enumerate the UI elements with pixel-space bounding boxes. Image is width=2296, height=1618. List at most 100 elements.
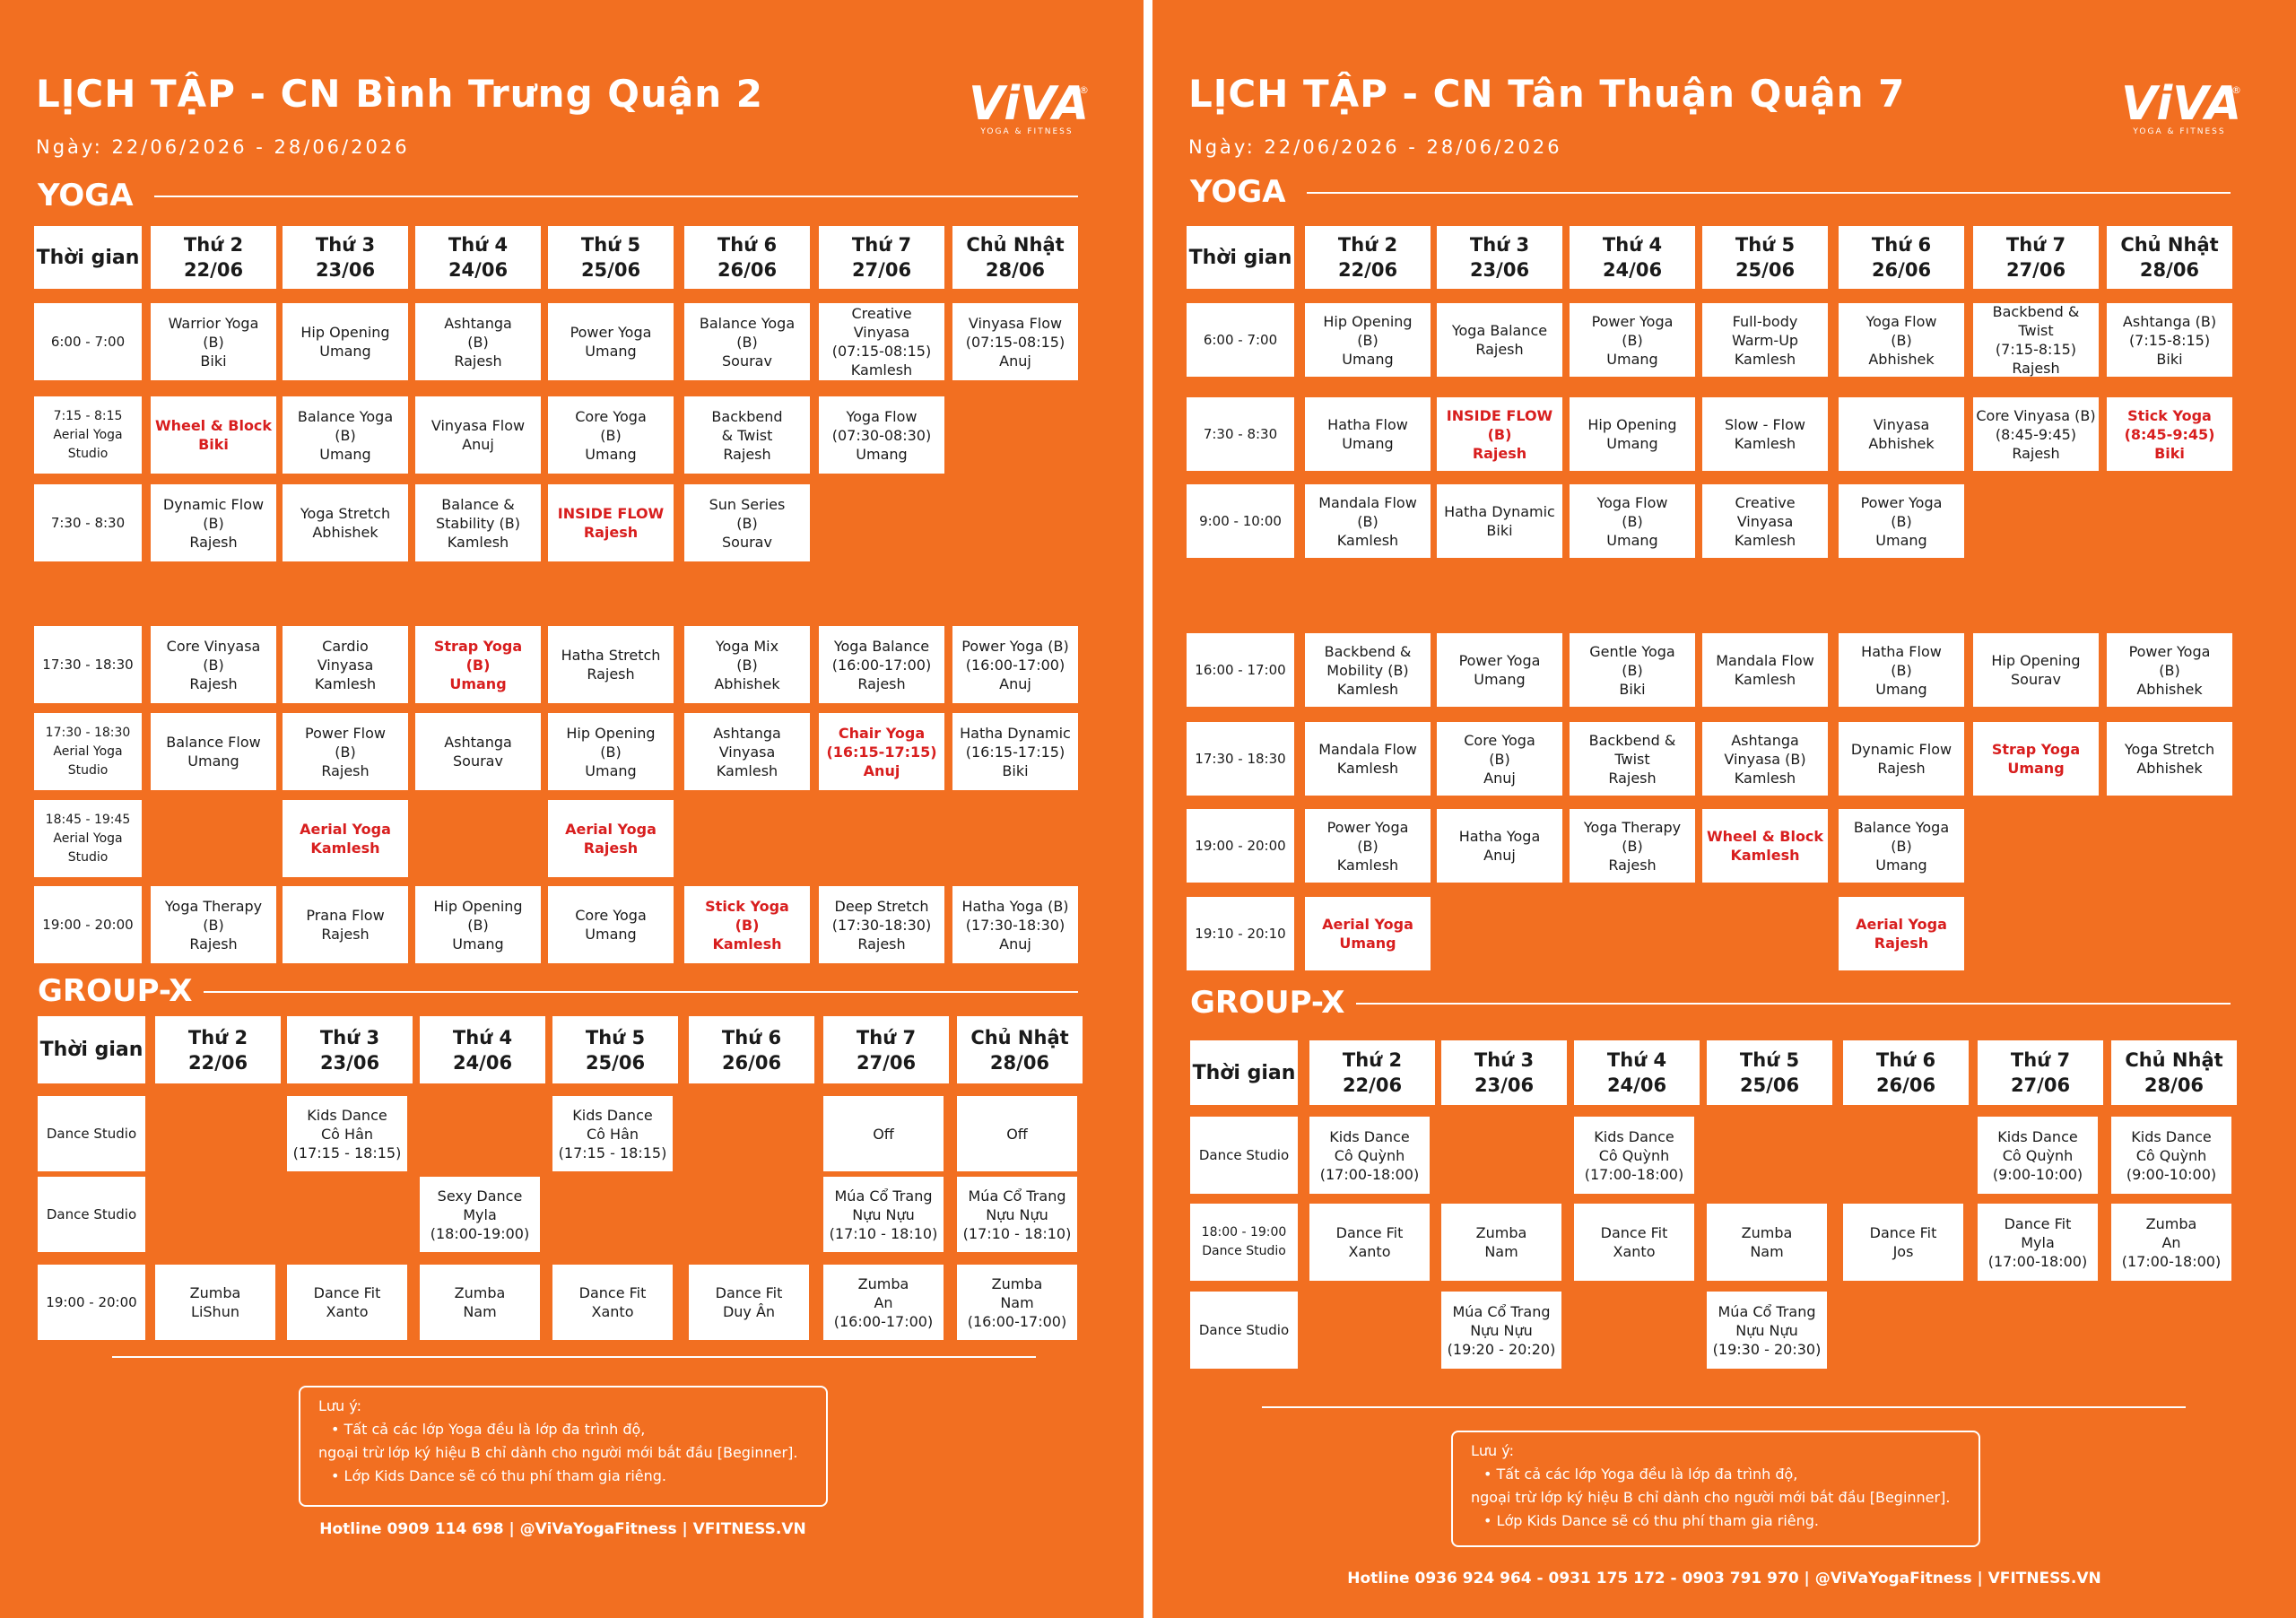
class-cell: Hip Opening Umang <box>1570 397 1695 471</box>
class-cell: Kids Dance Cô Hân (17:15 - 18:15) <box>552 1096 673 1171</box>
day-header: Thứ 2 22/06 <box>151 226 276 289</box>
class-cell-text: Ashtanga Vinyasa Kamlesh <box>713 724 781 779</box>
page-title: LỊCH TẬP - CN Tân Thuận Quận 7 <box>1188 72 1906 116</box>
class-cell: Power Flow (B) Rajesh <box>283 713 408 790</box>
class-cell: Sexy Dance Myla (18:00-19:00) <box>420 1177 540 1252</box>
class-cell: Backbend & Twist (7:15-8:15) Rajesh <box>1973 303 2099 377</box>
yoga-section-heading: YOGA <box>38 178 1078 213</box>
class-cell: Slow - Flow Kamlesh <box>1702 397 1828 471</box>
yoga-section-heading: YOGA <box>1190 174 2231 210</box>
class-cell: Strap Yoga (B) Umang <box>415 626 541 703</box>
note-line: ngoại trừ lớp ký hiệu B chỉ dành cho ngư… <box>1471 1489 1951 1506</box>
schedule-page-binh-trung: LỊCH TẬP - CN Bình Trưng Quận 2 Ngày: 22/… <box>0 0 1144 1618</box>
time-header: Thời gian <box>1187 226 1294 289</box>
class-cell: Dance Fit Duy Ân <box>689 1265 809 1340</box>
class-cell: Sun Series (B) Sourav <box>684 484 810 561</box>
class-cell: Core Yoga (B) Umang <box>548 396 674 474</box>
note-line: • Tất cả các lớp Yoga đều là lớp đa trìn… <box>1483 1466 1798 1483</box>
class-cell: Core Vinyasa (B) Rajesh <box>151 626 276 703</box>
time-slot: Dance Studio <box>38 1177 145 1252</box>
groupx-section-heading: GROUP-X <box>1190 985 2231 1021</box>
class-cell: Power Yoga (B) Umang <box>1839 484 1964 558</box>
class-cell-text: Backbend & Twist (7:15-8:15) Rajesh <box>1992 303 2080 377</box>
time-slot-text: 9:00 - 10:00 <box>1199 512 1282 529</box>
time-slot-text: 17:30 - 18:30 Aerial Yoga Studio <box>45 725 131 778</box>
class-cell-text: Strap Yoga Umang <box>1991 741 2081 777</box>
class-cell: Chair Yoga (16:15-17:15) Anuj <box>819 713 944 790</box>
class-cell-text: Warrior Yoga (B) Biki <box>168 314 259 370</box>
day-header: Chủ Nhật 28/06 <box>957 1016 1083 1083</box>
class-cell-text: Gentle Yoga (B) Biki <box>1589 642 1675 698</box>
class-cell-text: Aerial Yoga Umang <box>1322 916 1413 952</box>
class-cell-text: Stick Yoga (B) Kamlesh <box>705 897 789 953</box>
class-cell-text: Yoga Stretch Abhishek <box>300 505 391 541</box>
class-cell: Balance Yoga (B) Umang <box>283 396 408 474</box>
class-cell: Hatha Flow Umang <box>1305 397 1431 471</box>
class-cell: Yoga Therapy (B) Rajesh <box>1570 809 1695 883</box>
logo-text: ViVA <box>2121 77 2242 131</box>
time-slot: Dance Studio <box>1190 1292 1298 1369</box>
class-cell-text: Balance Yoga (B) Umang <box>297 407 394 463</box>
class-cell: INSIDE FLOW Rajesh <box>548 484 674 561</box>
time-slot: 19:00 - 20:00 <box>38 1265 145 1340</box>
class-cell-text: Yoga Mix (B) Abhishek <box>714 637 780 692</box>
class-cell: Core Vinyasa (B) (8:45-9:45) Rajesh <box>1973 397 2099 471</box>
divider-line <box>154 196 1078 197</box>
day-header: Thứ 6 26/06 <box>1839 226 1964 289</box>
class-cell: Ashtanga (B) Rajesh <box>415 303 541 380</box>
class-cell: Múa Cổ Trang Nựu Nựu (19:30 - 20:30) <box>1707 1292 1827 1369</box>
class-cell-text: Dynamic Flow (B) Rajesh <box>162 495 265 551</box>
class-cell-text: Strap Yoga (B) Umang <box>433 637 523 692</box>
time-header-text: Thời gian <box>1188 246 1292 269</box>
class-cell: Hatha Stretch Rajesh <box>548 626 674 703</box>
class-cell: Hip Opening (B) Umang <box>548 713 674 790</box>
time-slot: 9:00 - 10:00 <box>1187 484 1294 558</box>
class-cell-text: Yoga Balance Rajesh <box>1451 322 1548 358</box>
day-header: Thứ 2 22/06 <box>1309 1040 1435 1105</box>
day-header-text: Thứ 5 25/06 <box>580 234 641 281</box>
time-slot-text: 6:00 - 7:00 <box>1203 331 1278 348</box>
class-cell-text: Hatha Flow (B) Umang <box>1861 642 1942 698</box>
class-cell: Stick Yoga (8:45-9:45) Biki <box>2107 397 2232 471</box>
class-cell-text: Sun Series (B) Sourav <box>709 495 786 551</box>
class-cell: Zumba Nam (16:00-17:00) <box>957 1265 1077 1340</box>
day-header-text: Chủ Nhật 28/06 <box>970 1026 1069 1074</box>
class-cell: Dance Fit Xanto <box>1309 1204 1430 1281</box>
day-header: Chủ Nhật 28/06 <box>952 226 1078 289</box>
class-cell: Kids Dance Cô Quỳnh (9:00-10:00) <box>2111 1117 2231 1194</box>
class-cell-text: Zumba Nam <box>1741 1224 1793 1260</box>
class-cell-text: Zumba Nam <box>1475 1224 1527 1260</box>
class-cell-text: Power Yoga (B) Kamlesh <box>1326 818 1409 874</box>
class-cell: Aerial Yoga Umang <box>1305 897 1431 970</box>
class-cell: Full-body Warm-Up Kamlesh <box>1702 303 1828 377</box>
day-header-text: Thứ 7 27/06 <box>851 234 912 281</box>
time-slot-text: 7:30 - 8:30 <box>1203 425 1278 442</box>
class-cell: Dynamic Flow (B) Rajesh <box>151 484 276 561</box>
class-cell: Core Yoga Umang <box>548 886 674 963</box>
day-header-text: Thứ 3 23/06 <box>1469 234 1530 281</box>
class-cell: Dance Fit Xanto <box>552 1265 673 1340</box>
class-cell-text: Hatha Dynamic Biki <box>1444 503 1555 539</box>
class-cell-text: Backbend & Twist Rajesh <box>711 407 783 463</box>
class-cell: Dance Fit Myla (17:00-18:00) <box>1978 1204 2098 1281</box>
day-header-text: Thứ 5 25/06 <box>1735 234 1796 281</box>
time-slot: 17:30 - 18:30 <box>1187 722 1294 796</box>
groupx-label: GROUP-X <box>38 973 193 1009</box>
time-slot: 7:30 - 8:30 <box>1187 397 1294 471</box>
class-cell: Aerial Yoga Rajesh <box>548 800 674 877</box>
day-header-text: Thứ 6 26/06 <box>717 234 778 281</box>
class-cell-text: Kids Dance Cô Hân (17:15 - 18:15) <box>558 1106 667 1161</box>
day-header: Thứ 3 23/06 <box>1441 1040 1567 1105</box>
hotline-text: Hotline 0936 924 964 - 0931 175 172 - 09… <box>1347 1570 2101 1588</box>
day-header: Thứ 4 24/06 <box>1570 226 1695 289</box>
class-cell-text: Hip Opening Sourav <box>1991 652 2081 688</box>
note-box: Lưu ý: • Tất cả các lớp Yoga đều là lớp đ… <box>1451 1431 1980 1547</box>
class-cell: Off <box>957 1096 1077 1171</box>
class-cell-text: Power Yoga Umang <box>1458 652 1541 688</box>
class-cell: Off <box>823 1096 944 1171</box>
day-header: Thứ 6 26/06 <box>684 226 810 289</box>
day-header: Thứ 2 22/06 <box>1305 226 1431 289</box>
day-header-text: Thứ 7 27/06 <box>856 1026 917 1074</box>
class-cell: Yoga Mix (B) Abhishek <box>684 626 810 703</box>
class-cell: Balance Flow Umang <box>151 713 276 790</box>
